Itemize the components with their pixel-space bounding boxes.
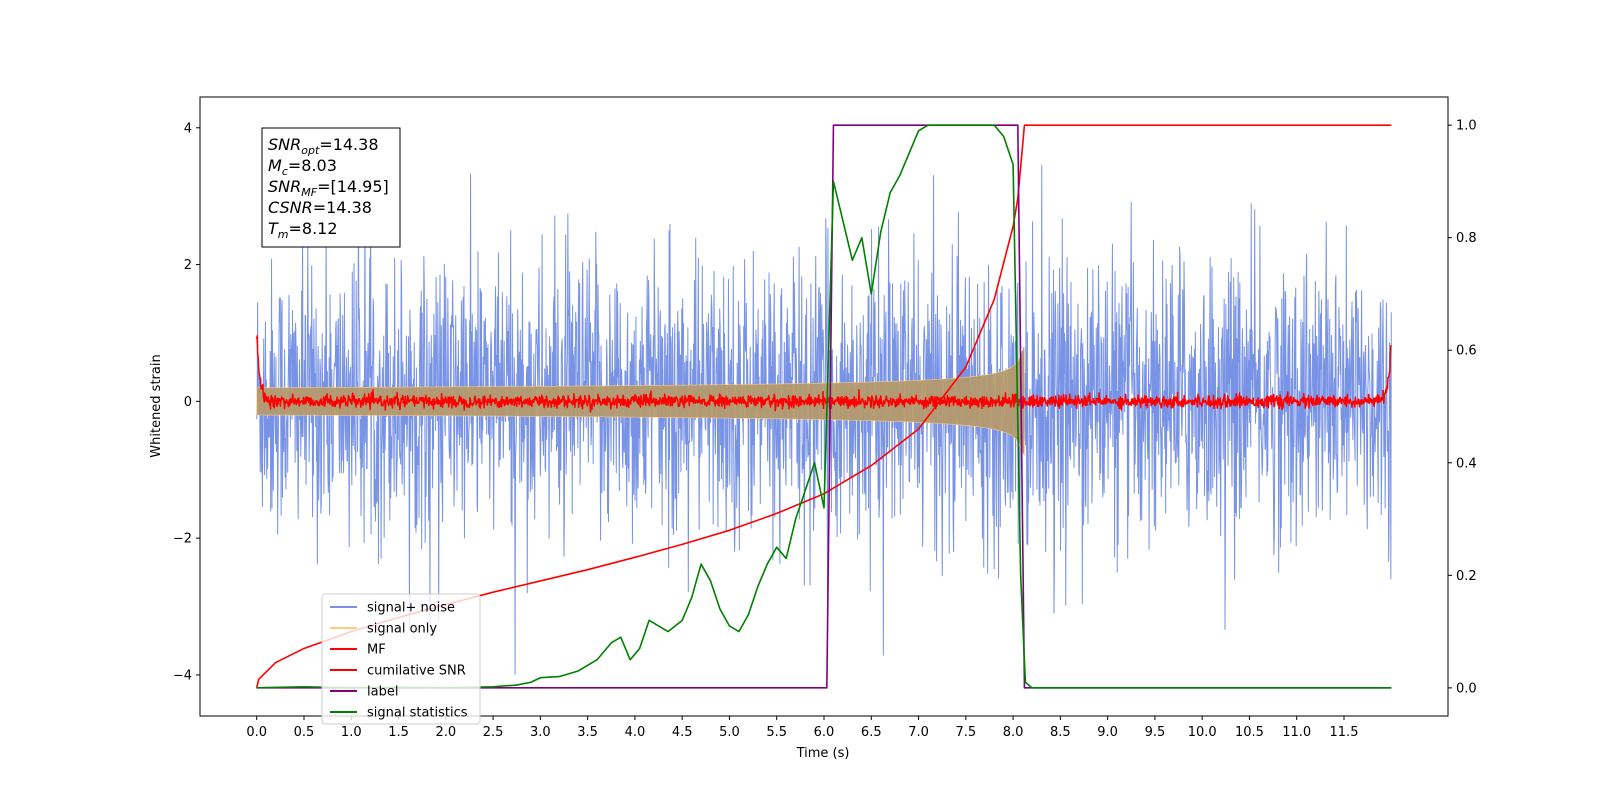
y-tick-label: −2 (173, 532, 192, 547)
y-tick-label: 0 (184, 395, 192, 410)
legend-label: cumilative SNR (367, 664, 466, 679)
y2-tick-label: 1.0 (1456, 119, 1477, 134)
legend-frame (321, 593, 481, 725)
x-tick-label: 4.5 (672, 725, 693, 740)
x-tick-label: 6.0 (814, 725, 835, 740)
x-tick-label: 9.0 (1097, 725, 1118, 740)
x-tick-label: 7.5 (955, 725, 976, 740)
y-tick-label: −4 (173, 668, 192, 683)
x-tick-label: 3.0 (530, 725, 551, 740)
x-tick-label: 6.5 (861, 725, 882, 740)
annotation-frame (261, 127, 401, 248)
y-axis-right: 1.0 0.8 0.6 0.4 0.2 0.0 (1448, 119, 1477, 696)
legend-label: label (367, 685, 398, 700)
x-tick-label: 10.0 (1188, 725, 1217, 740)
annotation-line: SNRopt=14.38 (268, 135, 379, 157)
legend: signal+ noise signal only MF cumilative SNR… (321, 593, 481, 725)
x-tick-label: 3.5 (577, 725, 598, 740)
legend-label: MF (367, 643, 386, 658)
signal-noise-line (256, 137, 1392, 675)
y2-tick-label: 0.2 (1456, 569, 1477, 584)
signal-statistics-line (256, 124, 1392, 689)
y-tick-label: 4 (184, 121, 192, 136)
x-tick-label: 11.0 (1282, 725, 1311, 740)
annotation-line: CSNR=14.38 (268, 198, 372, 217)
x-axis: 0.0 0.5 1.0 1.5 2.0 2.5 3.0 3.5 4.0 4.5 5.0 5.5 6.0 6… (246, 716, 1358, 740)
x-tick-label: 2.0 (435, 725, 456, 740)
x-tick-label: 1.5 (388, 725, 409, 740)
mf-line (255, 335, 1392, 413)
x-tick-label: 8.0 (1003, 725, 1024, 740)
x-tick-label: 8.5 (1050, 725, 1071, 740)
y-axis-left: 4 2 0 −2 −4 (173, 121, 200, 683)
x-tick-label: 5.0 (719, 725, 740, 740)
y2-tick-label: 0.6 (1456, 344, 1477, 359)
x-tick-label: 0.5 (294, 725, 315, 740)
legend-label: signal only (367, 622, 437, 637)
annotation-line: SNRMF=[14.95] (268, 177, 389, 199)
stats-annotation-box: SNRopt=14.38Mc=8.03SNRMF=[14.95]CSNR=14.… (261, 127, 401, 248)
x-tick-label: 11.5 (1330, 725, 1359, 740)
x-tick-label: 10.5 (1235, 725, 1264, 740)
x-tick-label: 4.0 (625, 725, 646, 740)
x-axis-title: Time (s) (796, 746, 850, 761)
x-tick-label: 5.5 (766, 725, 787, 740)
y-tick-label: 2 (184, 258, 192, 273)
legend-label: signal statistics (367, 706, 468, 721)
y2-tick-label: 0.8 (1456, 231, 1477, 246)
x-tick-label: 7.0 (908, 725, 929, 740)
x-tick-label: 9.5 (1145, 725, 1166, 740)
y2-tick-label: 0.4 (1456, 456, 1477, 471)
legend-label: signal+ noise (367, 601, 455, 616)
x-tick-label: 2.5 (483, 725, 504, 740)
annotation-line: Mc=8.03 (268, 156, 337, 178)
y2-tick-label: 0.0 (1456, 681, 1477, 696)
y-axis-title: Whitened strain (149, 354, 164, 457)
annotation-line: Tm=8.12 (268, 219, 338, 241)
x-tick-label: 0.0 (246, 725, 267, 740)
x-tick-label: 1.0 (341, 725, 362, 740)
